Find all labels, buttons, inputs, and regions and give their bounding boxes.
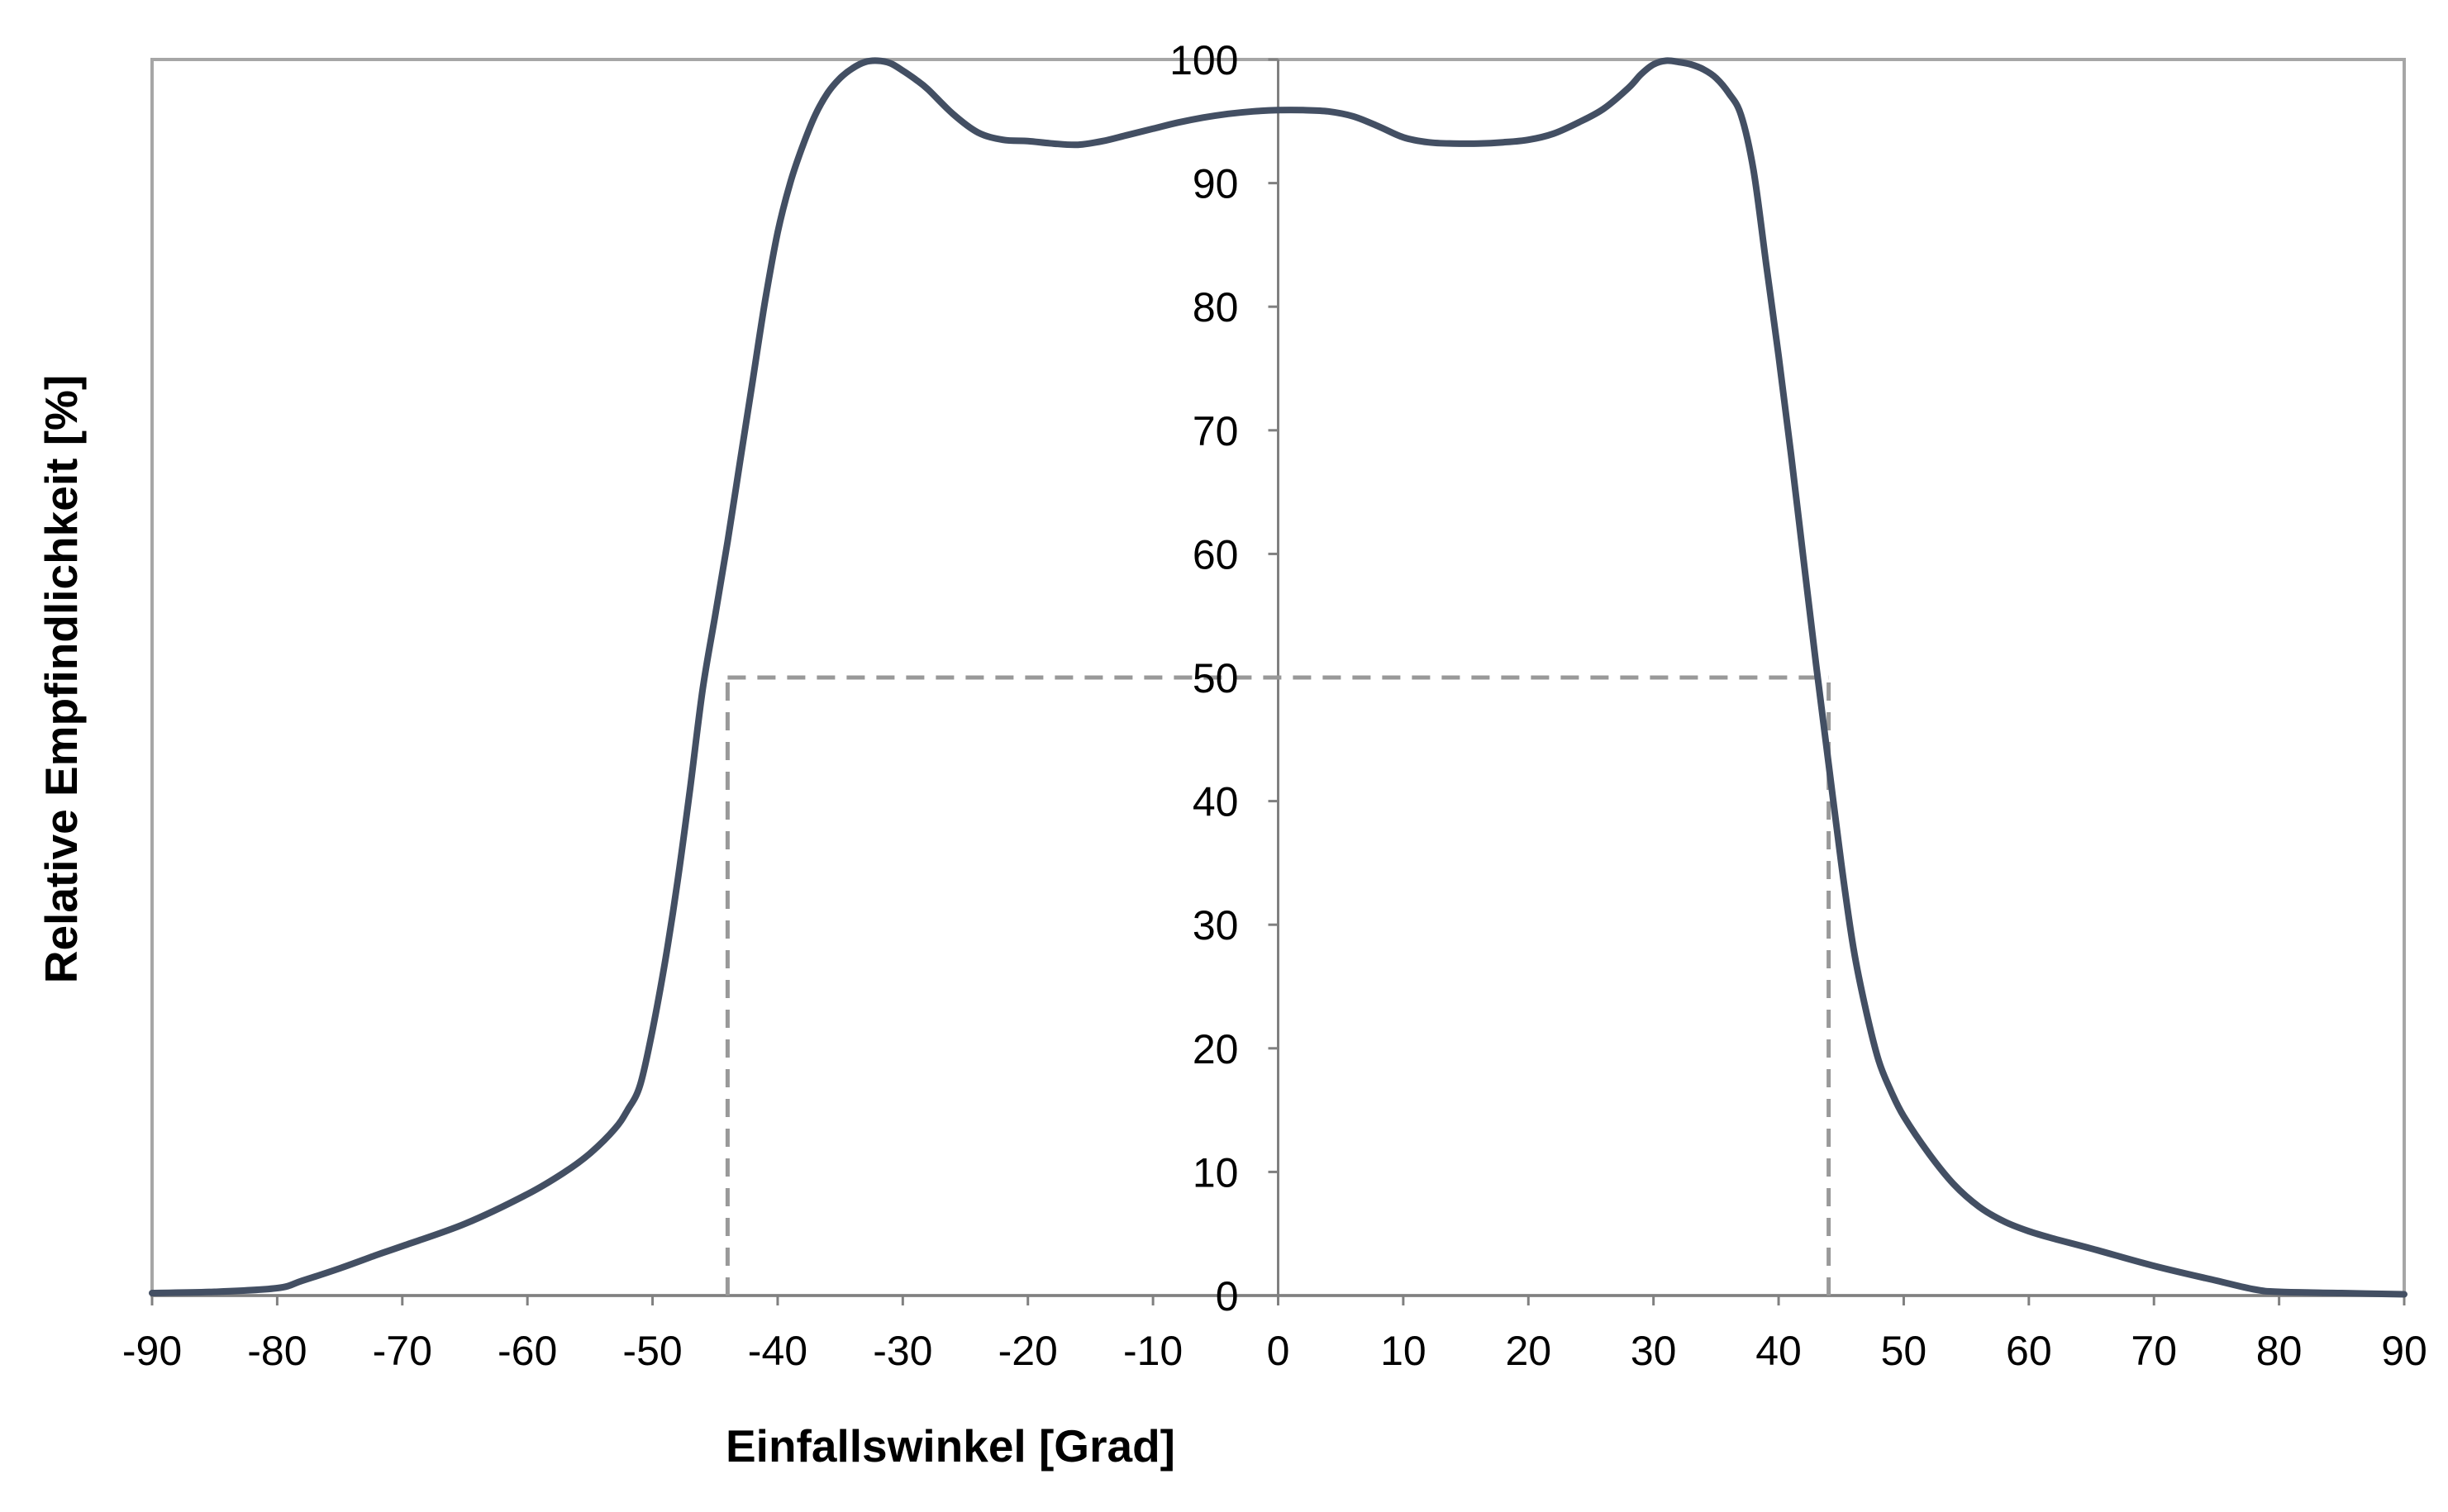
- x-tick-label: -30: [873, 1328, 932, 1374]
- y-tick-label: 90: [1193, 161, 1239, 207]
- y-tick-label: 10: [1193, 1149, 1239, 1196]
- x-tick-label: 80: [2256, 1328, 2303, 1374]
- x-tick-label: -80: [247, 1328, 307, 1374]
- x-tick-label: -50: [622, 1328, 682, 1374]
- sensitivity-curve: [149, 57, 2408, 1298]
- x-tick-label: 0: [1267, 1328, 1290, 1374]
- x-tick-label: 30: [1631, 1328, 1677, 1374]
- x-tick-label: 20: [1505, 1328, 1551, 1374]
- x-tick-label: 50: [1881, 1328, 1927, 1374]
- y-tick-label: 100: [1169, 37, 1238, 83]
- x-tick-label: 40: [1755, 1328, 1802, 1374]
- y-tick-label: 70: [1193, 408, 1239, 454]
- x-tick-label: 90: [2381, 1328, 2427, 1374]
- y-tick-label: 80: [1193, 284, 1239, 330]
- y-tick-label: 40: [1193, 779, 1239, 825]
- x-tick-label: -10: [1123, 1328, 1183, 1374]
- x-tick-label: -70: [373, 1328, 432, 1374]
- x-tick-label: 10: [1380, 1328, 1426, 1374]
- y-tick-label: 0: [1216, 1273, 1239, 1319]
- x-tick-labels: -90 -80 -70 -60 -50 -40 -30 -20 -10 0 10 20 30 40 50 60…: [122, 1328, 2427, 1374]
- x-tick-label: -40: [748, 1328, 807, 1374]
- x-tick-label: 60: [2006, 1328, 2052, 1374]
- y-tick-labels: 0 10 20 30 40 50 60 70 80 90 100: [1169, 37, 1238, 1319]
- y-axis-title: Relative Empfindlichkeit [%]: [36, 375, 87, 984]
- y-tick-label: 30: [1193, 902, 1239, 949]
- y-tick-label: 50: [1193, 655, 1239, 701]
- x-axis-title: Einfallswinkel [Grad]: [726, 1420, 1175, 1472]
- y-tick-label: 60: [1193, 531, 1239, 578]
- x-tick-label: 70: [2131, 1328, 2177, 1374]
- x-tick-label: -20: [998, 1328, 1058, 1374]
- x-tick-label: -60: [498, 1328, 557, 1374]
- y-tick-label: 20: [1193, 1026, 1239, 1072]
- x-tick-label: -90: [122, 1328, 182, 1374]
